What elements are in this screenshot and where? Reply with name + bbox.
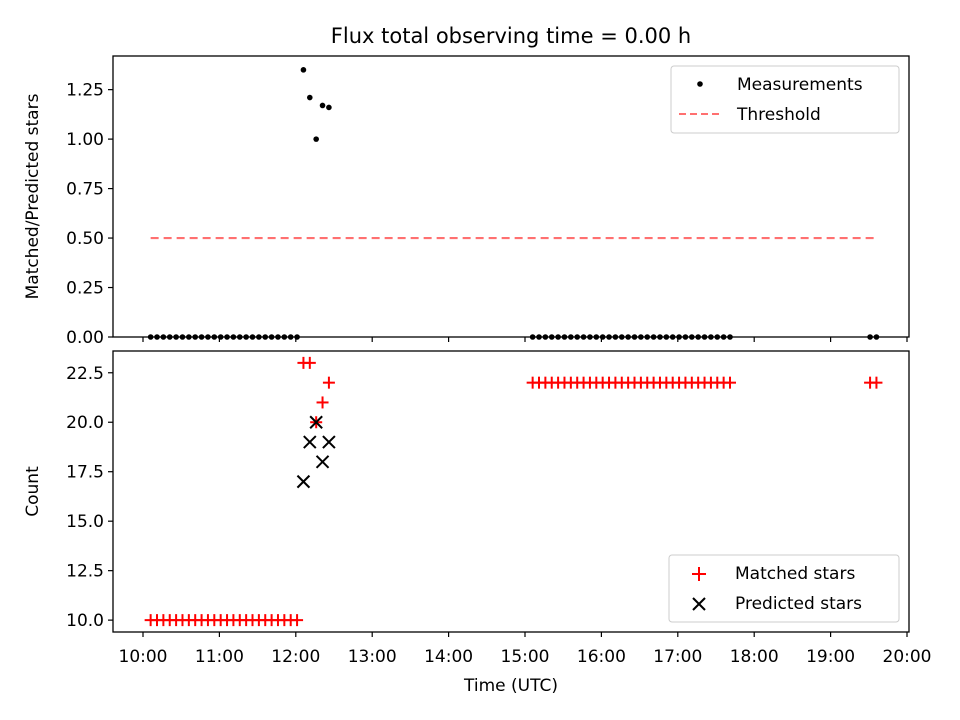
bottom-y-axis-label: Count: [23, 466, 43, 517]
x-tick-label: 18:00: [730, 647, 779, 667]
predicted-stars-point: [303, 435, 317, 449]
bottom-legend-box: [668, 554, 900, 623]
measurement-point: [319, 102, 326, 109]
top-legend-box: [670, 65, 900, 134]
y-tick-label: 0.50: [66, 229, 104, 249]
y-tick-label: 22.5: [66, 364, 104, 384]
y-tick-label: 15.0: [66, 512, 104, 532]
top-axes-frame: [112, 55, 910, 338]
y-tick-label: 10.0: [66, 611, 104, 631]
y-tick-label: 17.5: [66, 463, 104, 483]
matched-stars-point: [291, 614, 304, 627]
chart-title: Flux total observing time = 0.00 h: [331, 24, 691, 48]
matched-stars-point: [870, 376, 883, 389]
legend-label-matched-stars: Matched stars: [735, 564, 855, 584]
legend-marker-measurements: [697, 81, 703, 87]
top-panel: Flux total observing time = 0.00 h 0.000…: [23, 24, 910, 348]
x-tick-label: 17:00: [653, 647, 702, 667]
measurement-point: [313, 136, 319, 142]
bottom-legend: Matched stars Predicted stars: [668, 554, 900, 623]
x-tick-label: 14:00: [424, 647, 473, 667]
top-y-ticks: 0.00 0.25 0.50 0.75 1.00 1.25: [66, 81, 113, 348]
x-axis-label: Time (UTC): [463, 676, 558, 696]
legend-label-measurements: Measurements: [737, 75, 863, 95]
y-tick-label: 20.0: [66, 413, 104, 433]
matched-stars-point: [322, 376, 335, 389]
y-tick-label: 0.25: [66, 279, 104, 299]
x-tick-label: 19:00: [806, 647, 855, 667]
bottom-y-ticks: 10.0 12.5 15.0 17.5 20.0 22.5: [66, 364, 113, 631]
x-tick-label: 20:00: [883, 647, 932, 667]
y-tick-label: 1.25: [66, 81, 104, 101]
x-tick-label: 11:00: [195, 647, 244, 667]
legend-label-predicted-stars: Predicted stars: [735, 594, 862, 614]
x-tick-label: 15:00: [501, 647, 550, 667]
top-y-axis-label: Matched/Predicted stars: [23, 93, 43, 299]
bottom-axes-frame: [112, 350, 910, 633]
matched-stars-point: [303, 356, 316, 369]
y-tick-label: 0.75: [66, 180, 104, 200]
x-tick-label: 16:00: [577, 647, 626, 667]
predicted-stars-point: [315, 455, 330, 469]
x-tick-label: 12:00: [271, 647, 320, 667]
top-x-tick-marks: [142, 337, 908, 342]
measurement-point: [307, 94, 313, 101]
legend-marker-predicted-stars: [692, 597, 706, 611]
matched-stars-point: [316, 396, 329, 409]
measurement-point: [326, 104, 332, 111]
legend-marker-matched-stars: [692, 567, 706, 581]
y-tick-label: 0.00: [66, 328, 104, 348]
bottom-x-ticks: 10:00 11:00 12:00 13:00 14:00 15:00 16:00 17:00…: [119, 632, 932, 667]
x-tick-label: 13:00: [348, 647, 397, 667]
matched-stars-point: [724, 376, 737, 389]
measurement-point: [300, 67, 307, 73]
predicted-stars-point: [296, 474, 311, 489]
legend-label-threshold: Threshold: [736, 105, 821, 125]
bottom-panel: 10.0 12.5 15.0 17.5 20.0 22.5 10:00 11:00 12:00…: [23, 350, 932, 696]
top-legend: Measurements Threshold: [670, 65, 900, 134]
predicted-stars-point: [322, 435, 336, 449]
x-tick-label: 10:00: [119, 647, 168, 667]
predicted-stars-point: [309, 415, 323, 429]
y-tick-label: 12.5: [66, 562, 104, 582]
bottom-plot-area: [144, 356, 883, 627]
y-tick-label: 1.00: [66, 130, 104, 150]
